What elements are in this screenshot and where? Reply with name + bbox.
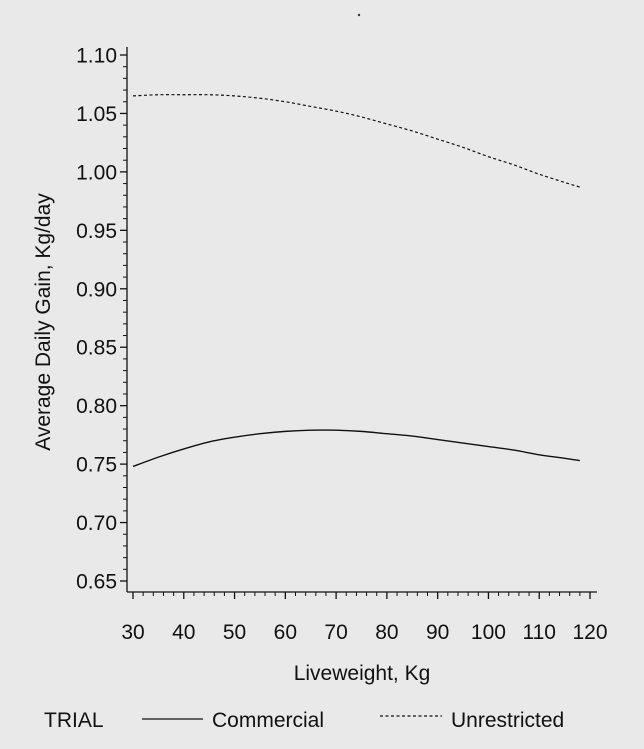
x-tick-label: 40 bbox=[172, 621, 195, 644]
x-axis-ticks: 30 40 50 60 70 80 90 100 110 120 bbox=[121, 592, 608, 644]
x-tick-label: 100 bbox=[471, 621, 506, 644]
y-tick-label: 0.95 bbox=[76, 220, 117, 243]
x-axis-title: Liveweight, Kg bbox=[294, 662, 431, 685]
y-axis-ticks: 0.65 0.70 0.75 0.80 0.85 0.90 0.95 1.00 1.05 1.10 bbox=[76, 45, 127, 594]
y-tick-label: 1.05 bbox=[76, 103, 117, 126]
x-tick-label: 110 bbox=[522, 621, 555, 644]
y-tick-label: 0.80 bbox=[76, 395, 117, 418]
speck-mark bbox=[357, 13, 361, 17]
y-tick-label: 1.10 bbox=[76, 45, 117, 68]
x-tick-label: 50 bbox=[223, 621, 246, 644]
x-tick-label: 30 bbox=[121, 621, 144, 644]
series-line-unrestricted bbox=[132, 94, 581, 188]
x-tick-label: 90 bbox=[426, 621, 449, 644]
series-lines bbox=[132, 94, 581, 468]
legend-title: TRIAL bbox=[44, 709, 104, 732]
y-tick-label: 1.00 bbox=[76, 161, 117, 184]
x-tick-label: 60 bbox=[274, 621, 297, 644]
y-axis-title: Average Daily Gain, Kg/day bbox=[32, 193, 55, 451]
legend: TRIAL Commercial Unrestricted bbox=[44, 709, 564, 732]
y-tick-label: 0.75 bbox=[76, 454, 117, 477]
y-tick-label: 0.90 bbox=[76, 278, 117, 301]
legend-label-unrestricted: Unrestricted bbox=[451, 709, 564, 732]
y-tick-label: 0.70 bbox=[76, 512, 117, 535]
x-tick-label: 120 bbox=[572, 621, 607, 644]
axes bbox=[126, 47, 597, 593]
x-tick-label: 80 bbox=[375, 621, 398, 644]
legend-label-commercial: Commercial bbox=[212, 709, 324, 732]
x-tick-label: 70 bbox=[324, 621, 347, 644]
y-tick-label: 0.65 bbox=[76, 571, 117, 594]
series-line-commercial bbox=[132, 429, 580, 468]
y-tick-label: 0.85 bbox=[76, 337, 117, 360]
